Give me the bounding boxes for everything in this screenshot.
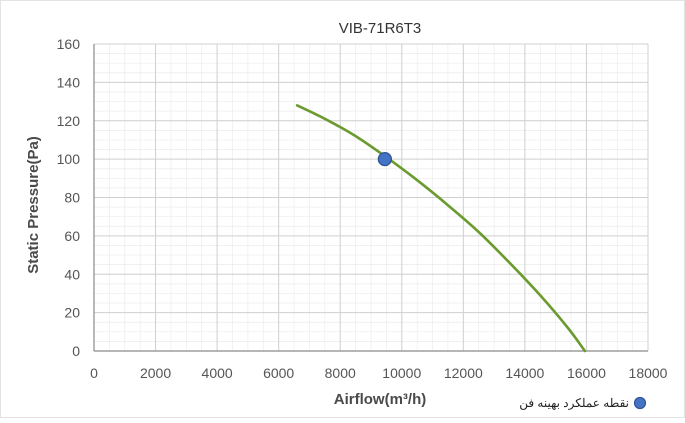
axes	[93, 44, 648, 352]
chart-title: VIB-71R6T3	[339, 20, 422, 37]
x-tick-label: 16000	[567, 365, 606, 381]
performance-curve	[295, 104, 587, 353]
y-tick-label: 20	[64, 305, 80, 321]
x-tick-label: 10000	[382, 365, 421, 381]
legend: نقطه عملکرد بهینه فن	[519, 396, 647, 410]
y-tick-label: 60	[64, 228, 80, 244]
x-tick-label: 2000	[140, 365, 171, 381]
y-tick-label: 100	[57, 151, 81, 167]
x-tick-label: 18000	[629, 365, 668, 381]
x-tick-label: 14000	[505, 365, 544, 381]
optimal-point-marker	[377, 151, 393, 167]
y-tick-label: 80	[64, 190, 80, 206]
point-layer	[377, 151, 393, 167]
series-layer	[295, 104, 587, 353]
y-tick-label: 0	[72, 343, 80, 359]
x-tick-label: 0	[90, 365, 98, 381]
y-axis-label: Static Pressure(Pa)	[25, 136, 42, 274]
x-tick-label: 8000	[325, 365, 356, 381]
legend-label: نقطه عملکرد بهینه فن	[519, 396, 629, 410]
y-tick-label: 140	[57, 74, 81, 90]
y-tick-labels: 0 20 40 60 80 100 120 140 160	[57, 36, 81, 359]
legend-marker-icon	[633, 396, 647, 410]
x-tick-label: 6000	[263, 365, 294, 381]
y-tick-label: 40	[64, 266, 80, 282]
x-tick-label: 12000	[444, 365, 483, 381]
y-tick-label: 160	[57, 36, 81, 52]
x-tick-labels: 0 2000 4000 6000 8000 10000 12000 14000 16000 180…	[90, 365, 668, 381]
y-tick-label: 120	[57, 113, 81, 129]
x-axis-label: Airflow(m³/h)	[334, 391, 426, 408]
x-tick-label: 4000	[202, 365, 233, 381]
